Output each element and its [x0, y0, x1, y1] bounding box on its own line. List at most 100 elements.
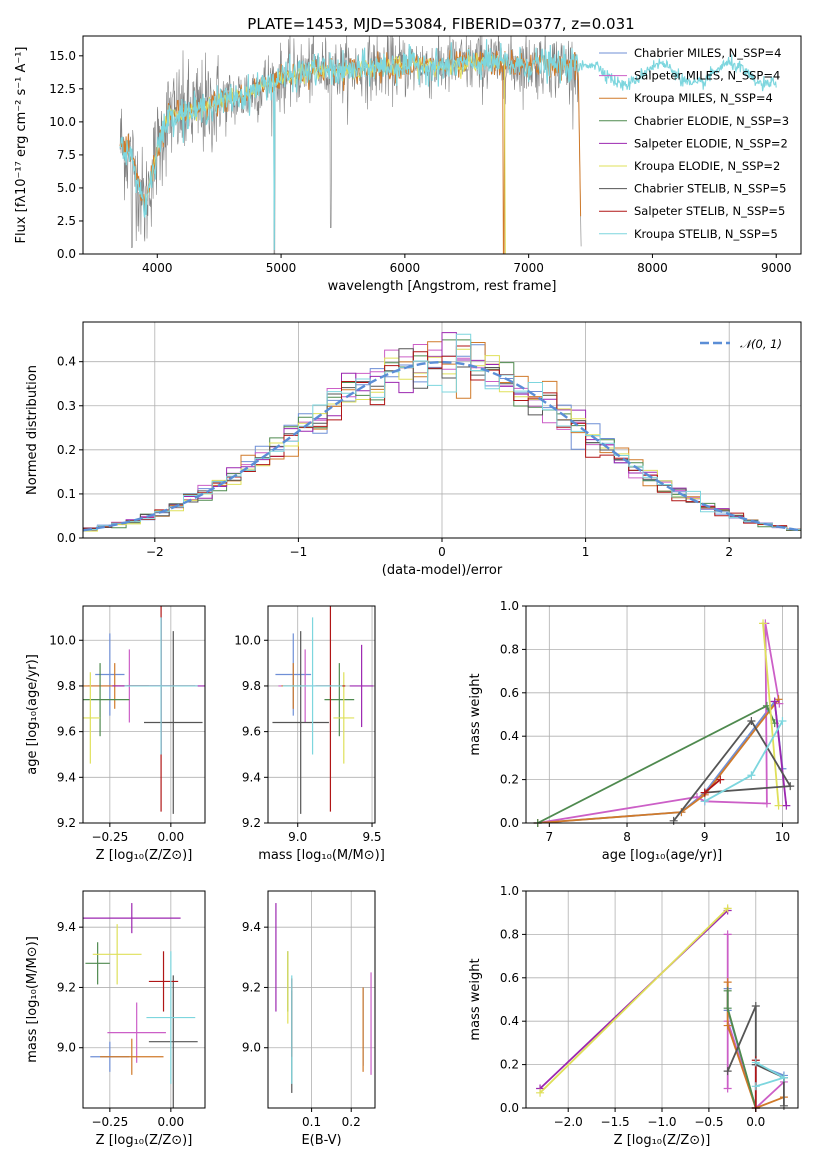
weight-marker: [723, 986, 732, 995]
weight-marker: [762, 799, 771, 808]
x-tick-label: 7: [545, 830, 553, 844]
x-axis-label: Z [log₁₀(Z/Z⊙)]: [614, 1133, 711, 1148]
axes-frame: [82, 890, 206, 1109]
error-bar-point: [83, 663, 130, 737]
y-axis-label: mass weight: [468, 673, 483, 755]
x-tick-label: 8: [623, 830, 631, 844]
axes-frame: [525, 605, 799, 824]
y-tick-label: 2.5: [57, 214, 76, 228]
error-bar-point: [144, 631, 203, 814]
plot-body: [536, 904, 788, 1112]
x-tick-label: 10: [775, 830, 790, 844]
y-tick-label: 0.6: [500, 971, 519, 985]
panel-age-Z: −0.25 0.00 9.2 9.4 9.6 9.8 10.0 Z [log₁₀(Z/Z⊙)]…: [25, 605, 206, 863]
error-bar-point: [148, 951, 179, 1012]
panel-spectrum: Chabrier MILES, N_SSP=4 Salpeter MILES, N…: [14, 35, 802, 294]
y-tick-label: 0.1: [57, 487, 76, 501]
x-tick-label: 9: [701, 830, 709, 844]
plot-body: [83, 903, 198, 1108]
y-tick-label: 12.5: [49, 82, 76, 96]
x-axis-label: wavelength [Angstrom, rest frame]: [328, 279, 557, 294]
histogram-series: [83, 333, 801, 532]
y-tick-label: 9.0: [242, 1041, 261, 1055]
plots-container: Chabrier MILES, N_SSP=4 Salpeter MILES, N…: [14, 35, 802, 1148]
y-tick-label: 10.0: [49, 633, 76, 647]
error-bar-point: [272, 631, 329, 814]
y-tick-label: 10.0: [234, 633, 261, 647]
weight-marker: [723, 1084, 732, 1093]
y-tick-label: 0.2: [500, 773, 519, 787]
plot-body: Chabrier MILES, N_SSP=4 Salpeter MILES, N…: [119, 36, 789, 254]
x-tick-label: 0.0: [746, 1115, 765, 1129]
y-tick-label: 10.0: [49, 115, 76, 129]
weight-marker: [747, 771, 756, 780]
weight-marker: [716, 775, 725, 784]
y-tick-label: 0.4: [500, 1014, 519, 1028]
y-tick-label: 9.8: [57, 679, 76, 693]
error-bar-point: [92, 924, 142, 985]
panel-weight-Z: −2.0 −1.5 −1.0 −0.5 0.0 0.0 0.2 0.4 0.6 0.8 1.0 Z […: [468, 884, 799, 1148]
weight-marker: [536, 1088, 545, 1097]
x-tick-label: 0.1: [302, 1115, 321, 1129]
x-tick-label: −2.0: [554, 1115, 583, 1129]
weight-marker: [775, 699, 784, 708]
weight-marker: [751, 1002, 760, 1011]
y-tick-label: 0.3: [57, 399, 76, 413]
panel-age-mass: 9.0 9.5 9.2 9.4 9.6 9.8 10.0 mass [log₁₀(M/M⊙)]: [234, 605, 385, 863]
x-tick-label: 7000: [513, 261, 544, 275]
panel-residuals: 𝒩(0, 1) −2 −1 0 1 2 0.0 0.1 0.2 0.3 0.4 (data-model…: [25, 321, 802, 578]
figure-title: PLATE=1453, MJD=53084, FIBERID=0377, z=0…: [247, 15, 634, 33]
weight-marker: [778, 717, 787, 726]
x-tick-label: 0.00: [157, 830, 184, 844]
weight-marker: [723, 1021, 732, 1030]
weight-marker: [700, 797, 709, 806]
spectrum-legend: Chabrier MILES, N_SSP=4 Salpeter MILES, N…: [599, 46, 789, 241]
weight-marker: [700, 788, 709, 797]
y-tick-label: 9.2: [57, 816, 76, 830]
y-tick-label: 7.5: [57, 148, 76, 162]
plot-body: [275, 903, 372, 1093]
weight-marker: [786, 782, 795, 791]
legend-entry: Salpeter ELODIE, N_SSP=2: [634, 136, 788, 150]
error-bar-point: [349, 644, 374, 728]
y-tick-label: 9.4: [57, 920, 76, 934]
y-tick-label: 9.6: [57, 725, 76, 739]
x-tick-label: 2: [725, 545, 733, 559]
x-axis-label: Z [log₁₀(Z/Z⊙)]: [96, 848, 193, 863]
y-axis-label: mass weight: [468, 958, 483, 1040]
x-tick-label: 5000: [266, 261, 297, 275]
y-tick-label: 9.2: [57, 980, 76, 994]
y-tick-label: 0.4: [57, 355, 76, 369]
weight-series-line: [537, 698, 780, 823]
y-tick-label: 0.8: [500, 642, 519, 656]
plot-body: [272, 606, 374, 814]
y-tick-label: 0.0: [500, 1101, 519, 1115]
legend-entry: Salpeter STELIB, N_SSP=5: [634, 204, 785, 218]
y-tick-label: 9.8: [242, 679, 261, 693]
axes-frame: [267, 890, 376, 1109]
y-tick-label: 5.0: [57, 181, 76, 195]
plot-body: [83, 606, 205, 814]
y-tick-label: 9.4: [242, 770, 261, 784]
x-axis-label: mass [log₁₀(M/M⊙)]: [258, 848, 385, 863]
y-tick-label: 15.0: [49, 49, 76, 63]
histogram-series: [83, 348, 801, 532]
x-axis-label: age [log₁₀(age/yr)]: [602, 848, 723, 863]
legend-entry: Kroupa ELODIE, N_SSP=2: [634, 159, 780, 173]
x-tick-label: 9.0: [288, 830, 307, 844]
error-bar-point: [148, 975, 198, 1108]
weight-series-line: [539, 907, 729, 1094]
legend-entry: Chabrier STELIB, N_SSP=5: [634, 182, 786, 196]
y-tick-label: 0.0: [57, 531, 76, 545]
y-tick-label: 0.6: [500, 686, 519, 700]
weight-series-line: [537, 623, 781, 823]
legend-entry: Chabrier MILES, N_SSP=4: [634, 46, 781, 60]
error-bar-point: [146, 951, 196, 1084]
error-bar-point: [107, 1002, 166, 1063]
x-tick-label: 8000: [637, 261, 668, 275]
weight-marker: [751, 1058, 760, 1067]
x-tick-label: −0.25: [91, 830, 128, 844]
weight-marker: [747, 717, 756, 726]
y-tick-label: 0.2: [57, 443, 76, 457]
